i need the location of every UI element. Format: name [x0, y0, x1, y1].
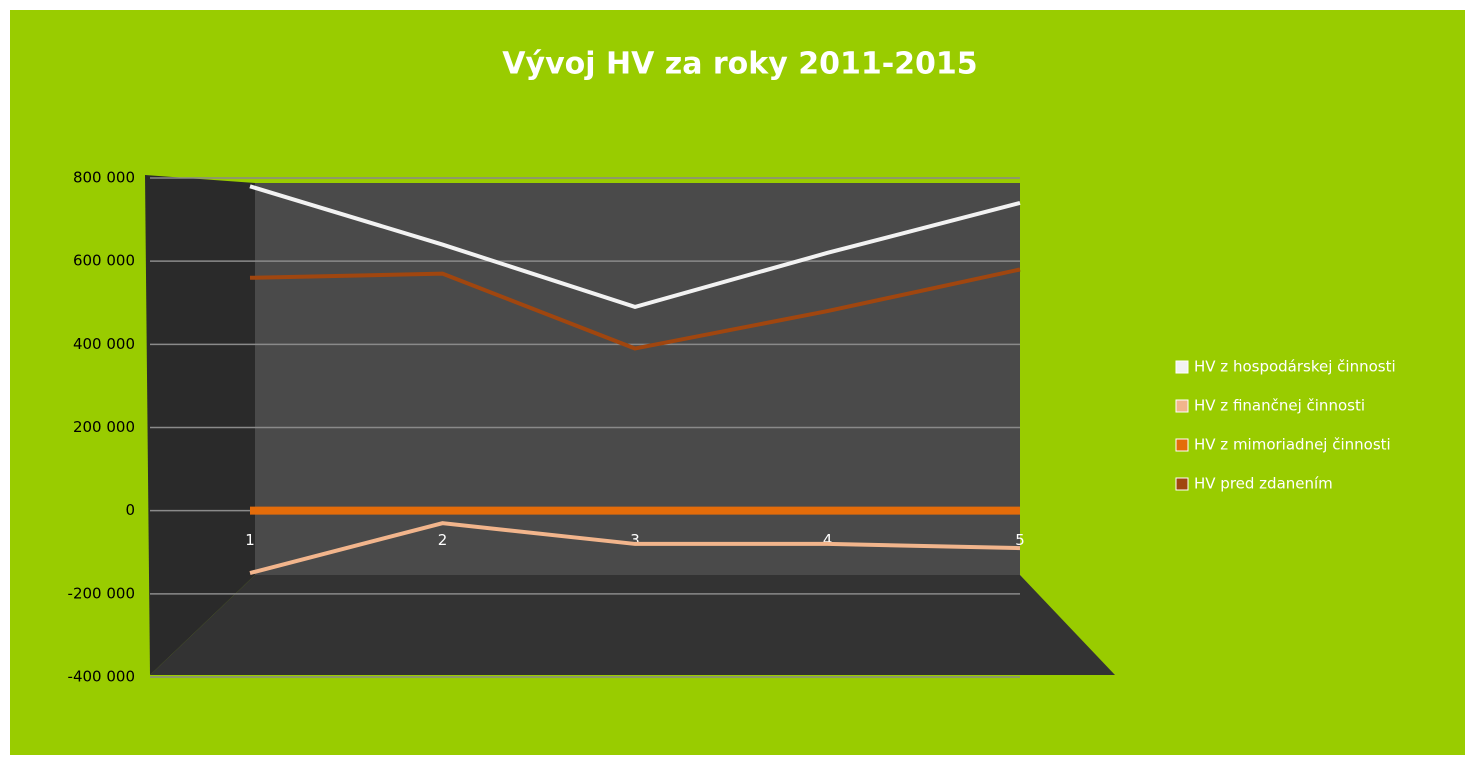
back-wall — [255, 183, 1020, 575]
plot: -400 000 -200 000 0 200 000 400 000 600 000 80… — [68, 169, 1396, 686]
legend-label: HV z mimoriadnej činnosti — [1194, 436, 1391, 454]
series-line — [249, 267, 1021, 351]
chart-title: Vývoj HV za roky 2011-2015 — [502, 47, 977, 82]
x-tick-label: 5 — [1015, 531, 1025, 549]
legend-label: HV z hospodárskej činnosti — [1194, 358, 1396, 376]
y-tick-label: 600 000 — [73, 252, 135, 270]
y-tick-label: -200 000 — [68, 584, 135, 602]
x-tick-label: 3 — [630, 531, 640, 549]
y-tick-label: 400 000 — [73, 335, 135, 353]
y-tick-label: 0 — [125, 501, 135, 519]
side-wall — [145, 175, 255, 675]
x-tick-label: 1 — [245, 531, 255, 549]
y-tick-label: 200 000 — [73, 418, 135, 436]
legend-swatch — [1175, 399, 1189, 413]
y-tick-label: 800 000 — [73, 169, 135, 187]
floor — [150, 575, 1115, 675]
series-line — [249, 521, 1021, 575]
legend-swatch — [1175, 360, 1189, 374]
legend-label: HV pred zdanením — [1194, 475, 1333, 493]
legend-swatch — [1175, 438, 1189, 452]
y-tick-label: -400 000 — [68, 668, 135, 686]
x-tick-label: 4 — [823, 531, 833, 549]
x-tick-label: 2 — [438, 531, 448, 549]
series-line — [249, 184, 1021, 309]
legend-label: HV z finančnej činnosti — [1194, 397, 1365, 415]
legend-swatch — [1175, 477, 1189, 491]
